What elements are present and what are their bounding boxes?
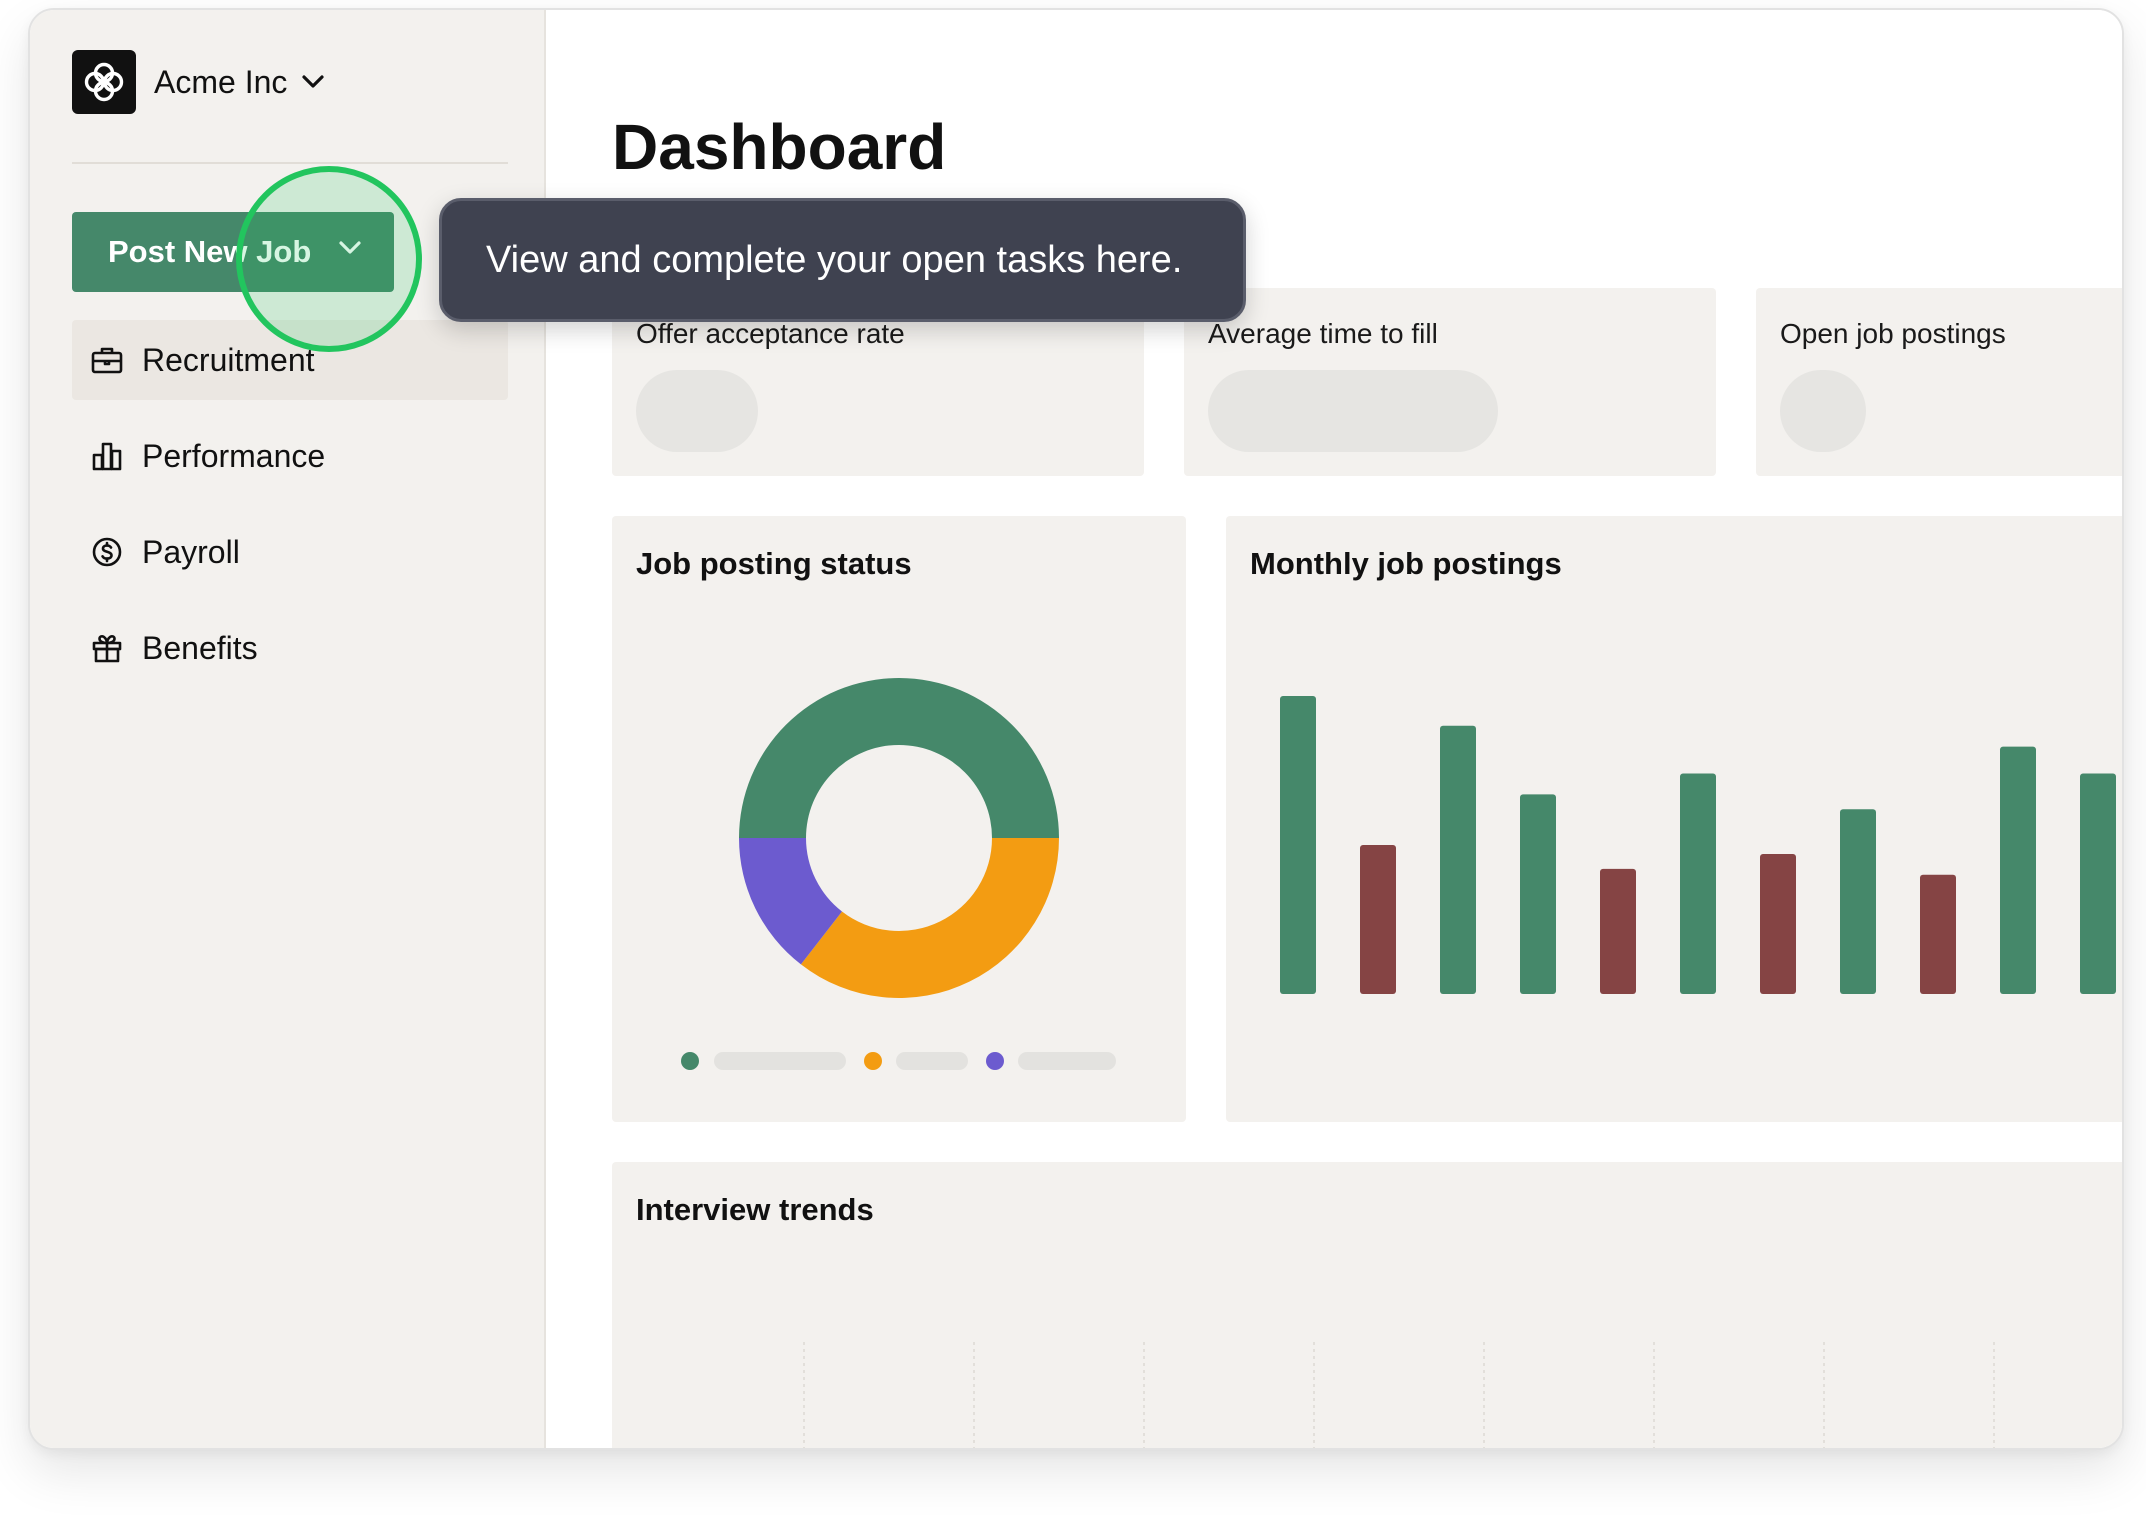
bar-10 [2080,773,2116,994]
app-window: Acme Inc Post New Job Recruitment [28,8,2124,1450]
org-logo-icon [72,50,136,114]
sidebar-item-label: Performance [142,437,326,474]
page-title: Dashboard [612,111,947,183]
metric-value-placeholder [636,370,758,452]
sidebar-item-payroll[interactable]: Payroll [72,512,508,592]
bar-5 [1680,773,1716,994]
legend-label-placeholder [714,1052,846,1070]
card-title: Job posting status [636,546,912,581]
legend-dot-green [681,1052,699,1070]
bar-6 [1760,853,1796,994]
metric-label: Average time to fill [1208,318,1438,349]
interview-trends-card: Interview trends [612,1162,2122,1448]
chevron-down-icon [301,74,325,90]
bar-4 [1600,868,1636,994]
monthly-job-postings-bar-chart [1280,696,2116,994]
job-posting-status-donut-chart [739,678,1059,998]
metric-card-average-time-to-fill: Average time to fill [1184,288,1716,476]
metric-card-open-job-postings: Open job postings [1756,288,2122,476]
legend-label-placeholder [896,1052,968,1070]
legend-dot-orange [864,1052,882,1070]
org-switcher[interactable]: Acme Inc [72,50,325,114]
legend-dot-purple [986,1052,1004,1070]
metric-value-placeholder [1208,370,1498,452]
sidebar-item-benefits[interactable]: Benefits [72,608,508,688]
bar-8 [1920,874,1956,994]
gift-icon [90,631,124,665]
bar-0 [1280,696,1316,994]
bar-9 [2000,746,2036,994]
card-title: Monthly job postings [1250,546,1562,581]
metric-value-placeholder [1780,370,1866,452]
bar-7 [1840,809,1876,994]
metric-label: Open job postings [1780,318,2006,349]
onboarding-tooltip: View and complete your open tasks here. [439,198,1246,322]
job-posting-status-card: Job posting status [612,516,1186,1122]
sidebar-item-label: Recruitment [142,341,315,378]
monthly-job-postings-card: Monthly job postings [1226,516,2122,1122]
dollar-circle-icon [90,535,124,569]
sidebar-divider [72,162,508,164]
bar-chart-icon [90,439,124,473]
donut-segment-1 [800,838,1059,998]
briefcase-icon [90,343,124,377]
sidebar-item-label: Benefits [142,629,258,666]
bar-3 [1520,794,1556,994]
bar-2 [1440,725,1476,994]
sidebar-item-label: Payroll [142,533,240,570]
tooltip-text: View and complete your open tasks here. [486,238,1183,281]
sidebar-item-performance[interactable]: Performance [72,416,508,496]
metric-label: Offer acceptance rate [636,318,905,349]
org-name: Acme Inc [154,63,288,100]
card-title: Interview trends [636,1192,874,1227]
donut-segment-2 [739,838,842,965]
interview-trends-chart [803,1342,1995,1448]
bar-1 [1360,845,1396,994]
onboarding-highlight-ring [236,166,422,352]
legend-label-placeholder [1018,1052,1116,1070]
donut-segment-0 [739,678,1059,838]
